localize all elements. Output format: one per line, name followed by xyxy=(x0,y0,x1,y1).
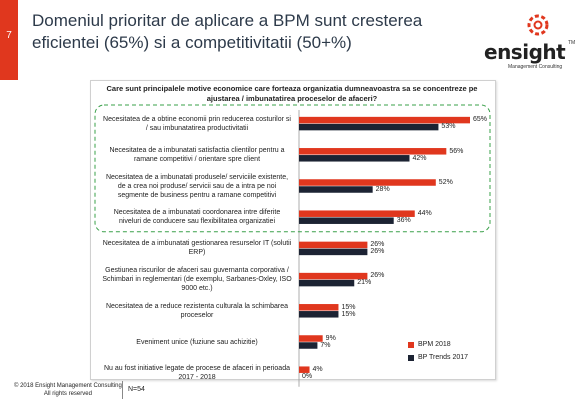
data-label: 26% xyxy=(370,272,385,280)
page-number: 7 xyxy=(6,30,12,41)
bar-bpm-2018 xyxy=(299,304,339,311)
legend-swatch-bp-trends-2017 xyxy=(408,354,414,361)
category-label: Necesitatea de a obtine economii prin re… xyxy=(103,115,291,132)
footer-divider xyxy=(122,381,123,399)
ensight-logo-icon xyxy=(527,14,549,36)
footer-copyright: © 2018 Ensight Management Consulting All… xyxy=(14,382,122,398)
logo-subtitle: Management Consulting xyxy=(508,64,563,70)
bar-bp-trends-2017 xyxy=(299,123,439,131)
sample-size: N=54 xyxy=(128,386,145,393)
bar-bp-trends-2017 xyxy=(299,248,368,256)
bar-bpm-2018 xyxy=(299,366,310,373)
category-label: Necesitatea de a imbunatati produsele/ s… xyxy=(105,173,289,199)
copyright-text: © 2018 Ensight Management Consulting xyxy=(14,383,122,389)
data-label: 9% xyxy=(325,334,336,342)
chart-title: Care sunt principalele motive economice … xyxy=(106,84,478,103)
data-label: 44% xyxy=(417,209,432,217)
legend-label-bpm-2018: BPM 2018 xyxy=(418,341,451,348)
category-label: Gestiunea riscurilor de afaceri sau guve… xyxy=(102,267,292,293)
data-label: 4% xyxy=(312,365,323,373)
rights-text: All rights reserved xyxy=(43,391,92,397)
data-label: 56% xyxy=(449,147,464,155)
logo-trademark: TM xyxy=(568,40,576,46)
legend-swatch-bpm-2018 xyxy=(408,341,414,348)
data-label: 36% xyxy=(396,216,411,224)
bar-bpm-2018 xyxy=(299,335,323,342)
category-label: Necesitatea de a imbunatati satisfactia … xyxy=(109,146,285,163)
data-label: 65% xyxy=(473,116,488,124)
data-label: 7% xyxy=(320,341,331,349)
category-label: Necesitatea de a imbunatati gestionarea … xyxy=(102,240,292,257)
bar-bp-trends-2017 xyxy=(299,342,318,349)
legend-item-bpm-2018: BPM 2018 xyxy=(408,338,468,351)
data-label: 42% xyxy=(412,154,427,162)
logo-wordmark: ensight xyxy=(484,40,566,64)
chart-legend: BPM 2018 BP Trends 2017 xyxy=(408,338,468,364)
bar-bp-trends-2017 xyxy=(299,311,339,318)
accent-bar xyxy=(0,0,18,80)
bar-bpm-2018 xyxy=(299,179,436,186)
bar-bpm-2018 xyxy=(299,272,368,280)
data-label: 15% xyxy=(341,310,356,318)
data-label: 52% xyxy=(438,178,453,186)
data-label: 15% xyxy=(341,303,356,311)
bar-bpm-2018 xyxy=(299,116,470,124)
legend-label-bp-trends-2017: BP Trends 2017 xyxy=(418,354,469,361)
bar-bp-trends-2017 xyxy=(299,279,355,287)
category-label: Necesitatea de a reduce rezistenta cultu… xyxy=(105,302,289,319)
slide-title: Domeniul prioritar de aplicare a BPM sun… xyxy=(32,11,423,52)
bar-bp-trends-2017 xyxy=(299,217,394,224)
data-label: 26% xyxy=(370,248,385,256)
data-label: 26% xyxy=(370,241,385,249)
category-label: Eveniment unice (fuziune sau achizitie) xyxy=(136,338,258,346)
bar-bpm-2018 xyxy=(299,148,447,155)
data-label: 53% xyxy=(441,123,456,131)
category-label: Necesitatea de a imbunatati coordonarea … xyxy=(113,209,281,226)
legend-item-bp-trends-2017: BP Trends 2017 xyxy=(408,351,468,364)
data-label: 21% xyxy=(357,279,372,287)
data-label: 0% xyxy=(302,372,313,380)
highlight-box xyxy=(94,104,491,233)
category-label: Nu au fost initiative legate de procese … xyxy=(103,365,290,382)
data-label: 28% xyxy=(375,185,390,193)
bar-bpm-2018 xyxy=(299,241,368,249)
bar-bp-trends-2017 xyxy=(299,155,410,162)
bar-bpm-2018 xyxy=(299,210,415,217)
bar-bp-trends-2017 xyxy=(299,186,373,193)
